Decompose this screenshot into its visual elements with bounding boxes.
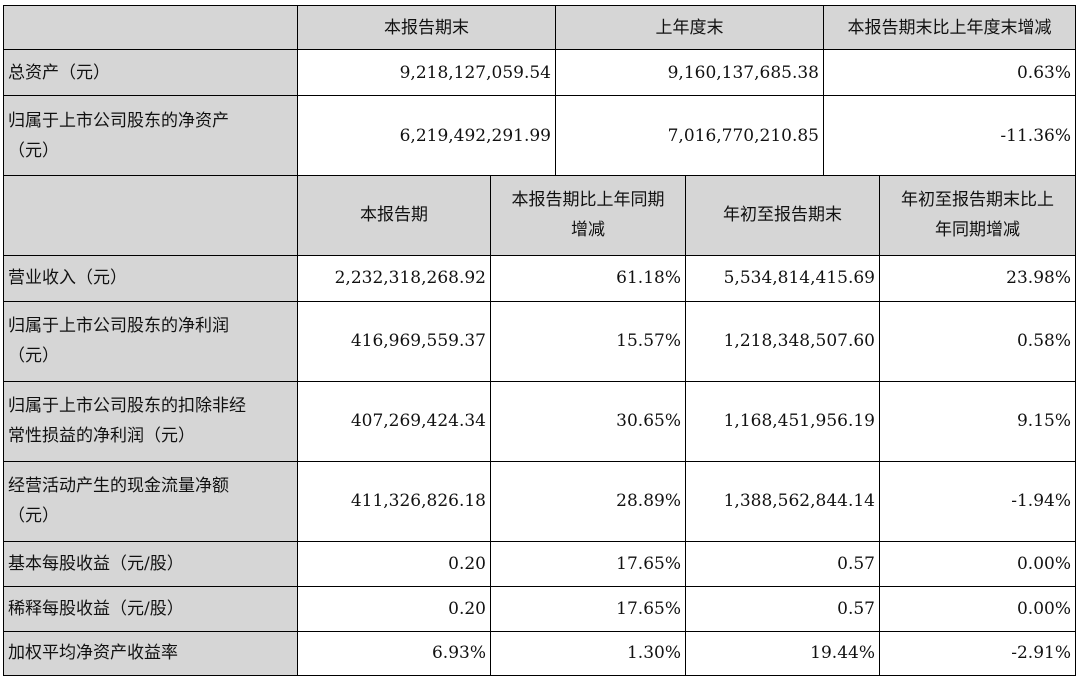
row-label-line: 归属于上市公司股东的扣除非经 bbox=[8, 396, 246, 416]
balance-header-row: 本报告期末 上年度末 本报告期末比上年度末增减 bbox=[3, 5, 1076, 50]
column-header: 上年度末 bbox=[555, 5, 824, 50]
value-cell: 1,168,451,956.19 bbox=[685, 380, 880, 462]
row-label-line: 稀释每股收益（元/股） bbox=[8, 598, 184, 619]
table-row: 加权平均净资产收益率 6.93% 1.30% 19.44% -2.91% bbox=[3, 630, 1076, 676]
value-cell: 1,388,562,844.14 bbox=[685, 460, 880, 542]
value-cell: 0.00% bbox=[879, 585, 1076, 632]
value-cell: 7,016,770,210.85 bbox=[555, 95, 824, 176]
row-label: 经营活动产生的现金流量净额 （元） bbox=[3, 460, 298, 542]
value-cell: 0.58% bbox=[879, 300, 1076, 382]
value-cell: 17.65% bbox=[490, 585, 686, 632]
column-header: 年初至报告期末比上 年同期增减 bbox=[879, 174, 1076, 256]
column-header: 本报告期末 bbox=[297, 5, 556, 50]
row-label: 稀释每股收益（元/股） bbox=[3, 585, 298, 632]
income-table: 本报告期 本报告期比上年同期 增减 年初至报告期末 年初至报告期末比上 年同期增… bbox=[3, 174, 1076, 676]
table-row: 营业收入（元） 2,232,318,268.92 61.18% 5,534,81… bbox=[3, 254, 1076, 302]
row-label: 归属于上市公司股东的净资产 （元） bbox=[3, 95, 298, 176]
row-label-line: （元） bbox=[8, 346, 59, 366]
value-cell: 0.20 bbox=[297, 540, 491, 587]
column-header: 本报告期末比上年度末增减 bbox=[823, 5, 1076, 50]
value-cell: 9,160,137,685.38 bbox=[555, 49, 824, 96]
value-cell: -11.36% bbox=[823, 95, 1076, 176]
value-cell: 407,269,424.34 bbox=[297, 380, 491, 462]
table-row: 经营活动产生的现金流量净额 （元） 411,326,826.18 28.89% … bbox=[3, 460, 1076, 542]
value-cell: 5,534,814,415.69 bbox=[685, 254, 880, 302]
table-row: 归属于上市公司股东的净资产 （元） 6,219,492,291.99 7,016… bbox=[3, 95, 1076, 176]
value-cell: 1.30% bbox=[490, 630, 686, 676]
row-label-line: 常性损益的净利润（元） bbox=[8, 426, 195, 446]
value-cell: 9.15% bbox=[879, 380, 1076, 462]
row-label: 总资产（元） bbox=[3, 49, 298, 96]
value-cell: 0.20 bbox=[297, 585, 491, 632]
financial-summary-sheet: 本报告期末 上年度末 本报告期末比上年度末增减 总资产（元） 9,218,127… bbox=[3, 5, 1076, 676]
column-header: 本报告期比上年同期 增减 bbox=[490, 174, 686, 256]
row-label-line: 归属于上市公司股东的净资产 bbox=[8, 110, 229, 131]
value-cell: 0.00% bbox=[879, 540, 1076, 587]
column-header: 年初至报告期末 bbox=[685, 174, 880, 256]
value-cell: 411,326,826.18 bbox=[297, 460, 491, 542]
value-cell: -1.94% bbox=[879, 460, 1076, 542]
table-row: 归属于上市公司股东的扣除非经 常性损益的净利润（元） 407,269,424.3… bbox=[3, 380, 1076, 462]
value-cell: 28.89% bbox=[490, 460, 686, 542]
value-cell: -2.91% bbox=[879, 630, 1076, 676]
table-row: 总资产（元） 9,218,127,059.54 9,160,137,685.38… bbox=[3, 49, 1076, 96]
header-blank-cell bbox=[3, 5, 298, 50]
value-cell: 6,219,492,291.99 bbox=[297, 95, 556, 176]
value-cell: 0.57 bbox=[685, 540, 880, 587]
value-cell: 17.65% bbox=[490, 540, 686, 587]
value-cell: 19.44% bbox=[685, 630, 880, 676]
column-header-line: 年同期增减 bbox=[935, 220, 1020, 240]
value-cell: 1,218,348,507.60 bbox=[685, 300, 880, 382]
row-label: 加权平均净资产收益率 bbox=[3, 630, 298, 676]
value-cell: 9,218,127,059.54 bbox=[297, 49, 556, 96]
balance-table: 本报告期末 上年度末 本报告期末比上年度末增减 总资产（元） 9,218,127… bbox=[3, 5, 1076, 176]
row-label: 归属于上市公司股东的净利润 （元） bbox=[3, 300, 298, 382]
row-label: 基本每股收益（元/股） bbox=[3, 540, 298, 587]
row-label-line: 归属于上市公司股东的净利润 bbox=[8, 316, 229, 336]
value-cell: 61.18% bbox=[490, 254, 686, 302]
column-header-line: 本报告期 bbox=[360, 205, 428, 225]
column-header-line: 年初至报告期末 bbox=[723, 205, 842, 225]
column-header: 本报告期 bbox=[297, 174, 491, 256]
value-cell: 30.65% bbox=[490, 380, 686, 462]
value-cell: 15.57% bbox=[490, 300, 686, 382]
table-row: 稀释每股收益（元/股） 0.20 17.65% 0.57 0.00% bbox=[3, 585, 1076, 632]
value-cell: 0.63% bbox=[823, 49, 1076, 96]
value-cell: 0.57 bbox=[685, 585, 880, 632]
table-row: 归属于上市公司股东的净利润 （元） 416,969,559.37 15.57% … bbox=[3, 300, 1076, 382]
header-blank-cell bbox=[3, 174, 298, 256]
income-header-row: 本报告期 本报告期比上年同期 增减 年初至报告期末 年初至报告期末比上 年同期增… bbox=[3, 174, 1076, 256]
row-label-line: 基本每股收益（元/股） bbox=[8, 553, 184, 574]
table-row: 基本每股收益（元/股） 0.20 17.65% 0.57 0.00% bbox=[3, 540, 1076, 587]
row-label-line: 加权平均净资产收益率 bbox=[8, 643, 178, 663]
row-label-line: 营业收入（元） bbox=[8, 268, 127, 288]
value-cell: 23.98% bbox=[879, 254, 1076, 302]
row-label-line: （元） bbox=[8, 140, 59, 161]
value-cell: 6.93% bbox=[297, 630, 491, 676]
value-cell: 2,232,318,268.92 bbox=[297, 254, 491, 302]
row-label: 营业收入（元） bbox=[3, 254, 298, 302]
row-label-line: 经营活动产生的现金流量净额 bbox=[8, 476, 229, 496]
value-cell: 416,969,559.37 bbox=[297, 300, 491, 382]
row-label-line: （元） bbox=[8, 506, 59, 526]
column-header-line: 年初至报告期末比上 bbox=[901, 190, 1054, 210]
row-label: 归属于上市公司股东的扣除非经 常性损益的净利润（元） bbox=[3, 380, 298, 462]
column-header-line: 本报告期比上年同期 bbox=[511, 190, 665, 210]
column-header-line: 增减 bbox=[571, 220, 605, 240]
